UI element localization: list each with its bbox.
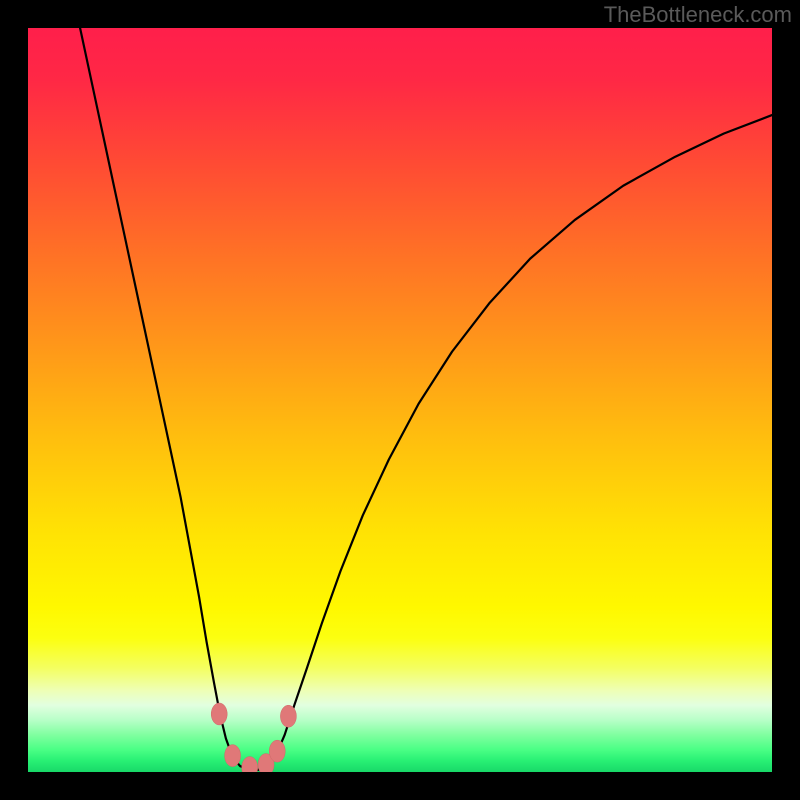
trough-marker — [269, 740, 285, 762]
plot-area — [28, 28, 772, 772]
trough-marker — [280, 705, 296, 727]
watermark-text: TheBottleneck.com — [604, 2, 792, 28]
trough-marker — [225, 745, 241, 767]
chart-frame: TheBottleneck.com — [0, 0, 800, 800]
gradient-chart — [28, 28, 772, 772]
gradient-background — [28, 28, 772, 772]
trough-marker — [211, 703, 227, 725]
